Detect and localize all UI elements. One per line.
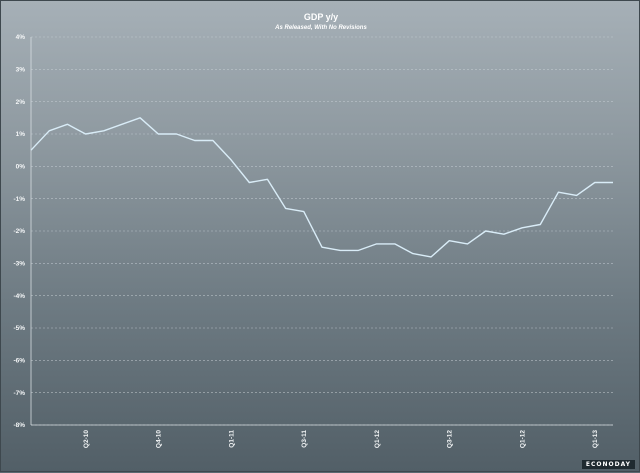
series-line-gdp [31, 118, 613, 257]
x-tick-label: Q1-12 [519, 430, 526, 448]
chart-subtitle: As Released, With No Revisions [274, 25, 367, 31]
y-tick-label: -2% [13, 228, 25, 235]
x-tick-label: Q1-11 [228, 430, 235, 448]
y-tick-label: -6% [13, 358, 25, 365]
x-axis-ticks: Q2-10 Q4-10 Q1-11 Q3-11 Q1-12 Q3-12 Q1-12 Q1-13… [83, 430, 640, 448]
y-tick-label: 0% [16, 164, 26, 171]
x-tick-label: Q2-10 [83, 430, 90, 448]
y-tick-label: 2% [16, 99, 26, 106]
y-tick-label: -1% [13, 196, 25, 203]
y-tick-label: 4% [16, 34, 26, 41]
brand-badge: ECONODAY [582, 460, 635, 469]
y-tick-label: 3% [16, 67, 26, 74]
y-tick-label: -4% [13, 293, 25, 300]
y-tick-label: -3% [13, 261, 25, 268]
y-tick-label: -8% [13, 422, 25, 429]
chart-title: GDP y/y [304, 12, 338, 22]
series-layer [31, 118, 613, 257]
y-tick-label: -5% [13, 325, 25, 332]
y-axis-ticks: 4% 3% 2% 1% 0% -1% -2% -3% -4% -5% -6% -7% -8% [13, 34, 25, 429]
axes [31, 37, 613, 425]
x-tick-label: Q3-12 [447, 430, 454, 448]
x-tick-label: Q4-10 [156, 430, 163, 448]
x-tick-label: Q1-13 [592, 430, 599, 448]
y-tick-label: -7% [13, 390, 25, 397]
grid-lines [31, 37, 613, 425]
x-tick-label: Q3-11 [301, 430, 308, 448]
x-tick-label: Q1-12 [374, 430, 381, 448]
y-tick-label: 1% [16, 131, 26, 138]
